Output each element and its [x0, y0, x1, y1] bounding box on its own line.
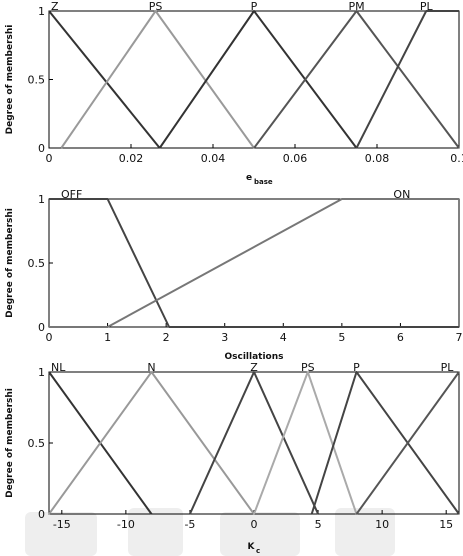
- x-tick-label: 10: [375, 518, 389, 531]
- plot-area: [48, 10, 460, 149]
- x-tick-label: 5: [315, 518, 322, 531]
- series-line-pm: [253, 10, 460, 149]
- series-label-z: Z: [250, 361, 258, 374]
- series-label-pl: PL: [420, 0, 434, 13]
- series-line-on: [49, 198, 459, 328]
- series-line-z: [48, 10, 161, 149]
- series-line-z: [188, 371, 320, 515]
- x-axis-label: K: [248, 542, 256, 552]
- series-line-p: [310, 371, 460, 515]
- x-tick-label: 0: [46, 152, 53, 165]
- y-tick-label: 0.5: [28, 257, 46, 270]
- series-label-p: P: [353, 361, 360, 374]
- x-tick-label: -5: [184, 518, 195, 531]
- series-line-ps: [253, 371, 358, 515]
- x-tick-label: 0.02: [119, 152, 144, 165]
- x-axis-label: e: [246, 173, 252, 183]
- series-label-ps: PS: [301, 361, 315, 374]
- x-tick-label: 5: [338, 331, 345, 344]
- x-axis-label-subscript: base: [254, 178, 273, 186]
- y-tick-label: 1: [38, 366, 45, 379]
- x-tick-label: 3: [221, 331, 228, 344]
- x-tick-label: 2: [163, 331, 170, 344]
- y-tick-label: 0.5: [28, 74, 46, 87]
- chart-1: 0 0.5 1 0 0.02 0.04 0.06 0.08 0.1 Degree of membe…: [5, 0, 463, 186]
- x-tick-label: -15: [53, 518, 71, 531]
- series-line-pl: [355, 371, 460, 515]
- plot-area: [48, 198, 460, 328]
- x-tick-label: 0.08: [365, 152, 390, 165]
- series-label-z: Z: [51, 0, 59, 13]
- y-tick-label: 0: [38, 142, 45, 155]
- chart-2: 0 0.5 1 0 1 2 3 4 5 6 7 Degree of membershi Oscillat…: [5, 188, 463, 362]
- x-tick-label: 7: [456, 331, 463, 344]
- y-axis-label: Degree of membershi: [5, 25, 15, 135]
- x-axis-label-subscript: c: [256, 547, 260, 555]
- x-axis-label: Oscillations: [224, 352, 283, 362]
- series-line-p: [158, 10, 358, 149]
- series-line-n: [48, 371, 255, 515]
- x-tick-label: -10: [117, 518, 135, 531]
- series-label-on: ON: [393, 188, 410, 201]
- x-tick-label: 4: [280, 331, 287, 344]
- series-label-nl: NL: [51, 361, 66, 374]
- series-label-pm: PM: [348, 0, 364, 13]
- x-tick-label: 0.1: [450, 152, 463, 165]
- y-axis-label: Degree of membershi: [5, 388, 15, 498]
- series-line-pl: [355, 10, 459, 149]
- y-tick-label: 0.5: [28, 437, 46, 450]
- x-tick-label: 0.04: [201, 152, 226, 165]
- x-tick-label: 6: [397, 331, 404, 344]
- series-line-off: [49, 198, 459, 328]
- y-tick-label: 0: [38, 321, 45, 334]
- series-label-p: P: [251, 0, 258, 13]
- series-line-ps: [60, 10, 255, 149]
- series-label-n: N: [147, 361, 155, 374]
- x-tick-label: 0: [46, 331, 53, 344]
- x-tick-label: 15: [439, 518, 453, 531]
- x-tick-label: 0.06: [283, 152, 308, 165]
- plot-area: [48, 371, 460, 515]
- y-axis-label: Degree of membershi: [5, 208, 15, 318]
- watermark: [25, 508, 395, 556]
- y-tick-label: 0: [38, 508, 45, 521]
- chart-3: 0 0.5 1 -15 -10 -5 0 5 10 15 Degree of membershi K c…: [5, 361, 460, 555]
- series-label-off: OFF: [61, 188, 82, 201]
- series-label-ps: PS: [149, 0, 163, 13]
- y-tick-label: 1: [38, 5, 45, 18]
- series-label-pl: PL: [441, 361, 455, 374]
- x-tick-label: 0: [251, 518, 258, 531]
- x-tick-label: 1: [104, 331, 111, 344]
- y-tick-label: 1: [38, 193, 45, 206]
